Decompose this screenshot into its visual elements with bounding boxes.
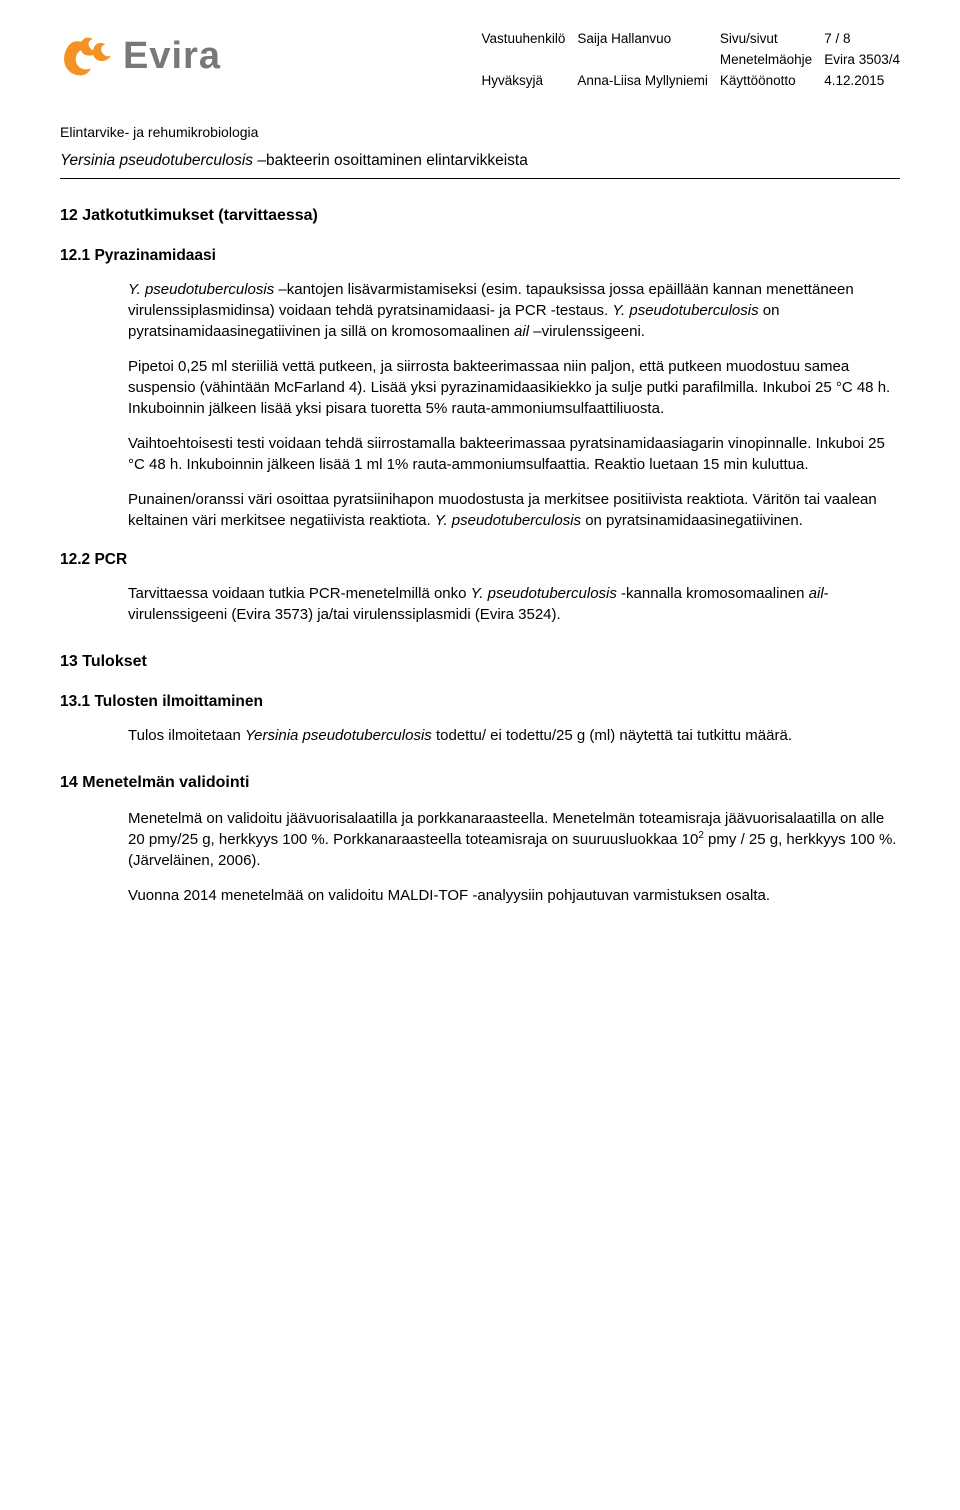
section-13-1-heading: 13.1 Tulosten ilmoittaminen <box>60 691 900 713</box>
cell: Saija Hallanvuo <box>577 30 720 51</box>
cell: 4.12.2015 <box>824 72 900 93</box>
text: Tarvittaessa voidaan tutkia PCR-menetelm… <box>128 585 471 602</box>
text-italic: ail <box>514 323 529 340</box>
section-14-heading: 14 Menetelmän validointi <box>60 772 900 794</box>
cell: Hyväksyjä <box>482 72 578 93</box>
text-italic: Y. pseudotuberculosis <box>435 512 581 529</box>
cell <box>482 51 578 72</box>
cell: Evira 3503/4 <box>824 51 900 72</box>
document-title: Yersinia pseudotuberculosis –bakteerin o… <box>60 150 900 179</box>
cell: Anna-Liisa Myllyniemi <box>577 72 720 93</box>
text: todettu/ ei todettu/25 g (ml) näytettä t… <box>432 727 792 744</box>
paragraph: Vaihtoehtoisesti testi voidaan tehdä sii… <box>128 433 900 475</box>
logo-block: Evira <box>60 30 221 83</box>
header-meta-table: Vastuuhenkilö Saija Hallanvuo Sivu/sivut… <box>482 30 900 93</box>
logo-text: Evira <box>123 30 221 83</box>
section-12-1-heading: 12.1 Pyrazinamidaasi <box>60 245 900 267</box>
text: –virulenssigeeni. <box>529 323 645 340</box>
text-italic: Y. pseudotuberculosis <box>612 302 758 319</box>
section-12-2-heading: 12.2 PCR <box>60 549 900 571</box>
text: -kannalla kromosomaalinen <box>617 585 809 602</box>
paragraph: Tarvittaessa voidaan tutkia PCR-menetelm… <box>128 583 900 625</box>
text: Tulos ilmoitetaan <box>128 727 245 744</box>
paragraph: Pipetoi 0,25 ml steriiliä vettä putkeen,… <box>128 356 900 419</box>
text-italic: Y. pseudotuberculosis <box>471 585 617 602</box>
text-italic: Yersinia pseudotuberculosis <box>245 727 432 744</box>
text: on pyratsinamidaasinegatiivinen. <box>581 512 803 529</box>
page-header: Evira Vastuuhenkilö Saija Hallanvuo Sivu… <box>60 30 900 93</box>
paragraph: Vuonna 2014 menetelmää on validoitu MALD… <box>128 885 900 906</box>
text-italic: Y. pseudotuberculosis <box>128 281 274 298</box>
cell: 7 / 8 <box>824 30 900 51</box>
paragraph: Y. pseudotuberculosis –kantojen lisävarm… <box>128 279 900 342</box>
table-row: Menetelmäohje Evira 3503/4 <box>482 51 900 72</box>
cell: Menetelmäohje <box>720 51 824 72</box>
section-12-heading: 12 Jatkotutkimukset (tarvittaessa) <box>60 205 900 227</box>
cell: Vastuuhenkilö <box>482 30 578 51</box>
category-line: Elintarvike- ja rehumikrobiologia <box>60 123 900 143</box>
text-italic: ail <box>809 585 824 602</box>
evira-logo-icon <box>60 34 115 79</box>
paragraph: Menetelmä on validoitu jäävuorisalaatill… <box>128 808 900 871</box>
cell: Sivu/sivut <box>720 30 824 51</box>
title-italic: Yersinia pseudotuberculosis <box>60 152 257 169</box>
title-rest: –bakteerin osoittaminen elintarvikkeista <box>257 152 528 169</box>
table-row: Vastuuhenkilö Saija Hallanvuo Sivu/sivut… <box>482 30 900 51</box>
section-13-heading: 13 Tulokset <box>60 651 900 673</box>
paragraph: Tulos ilmoitetaan Yersinia pseudotubercu… <box>128 725 900 746</box>
paragraph: Punainen/oranssi väri osoittaa pyratsiin… <box>128 489 900 531</box>
cell <box>577 51 720 72</box>
cell: Käyttöönotto <box>720 72 824 93</box>
table-row: Hyväksyjä Anna-Liisa Myllyniemi Käyttöön… <box>482 72 900 93</box>
